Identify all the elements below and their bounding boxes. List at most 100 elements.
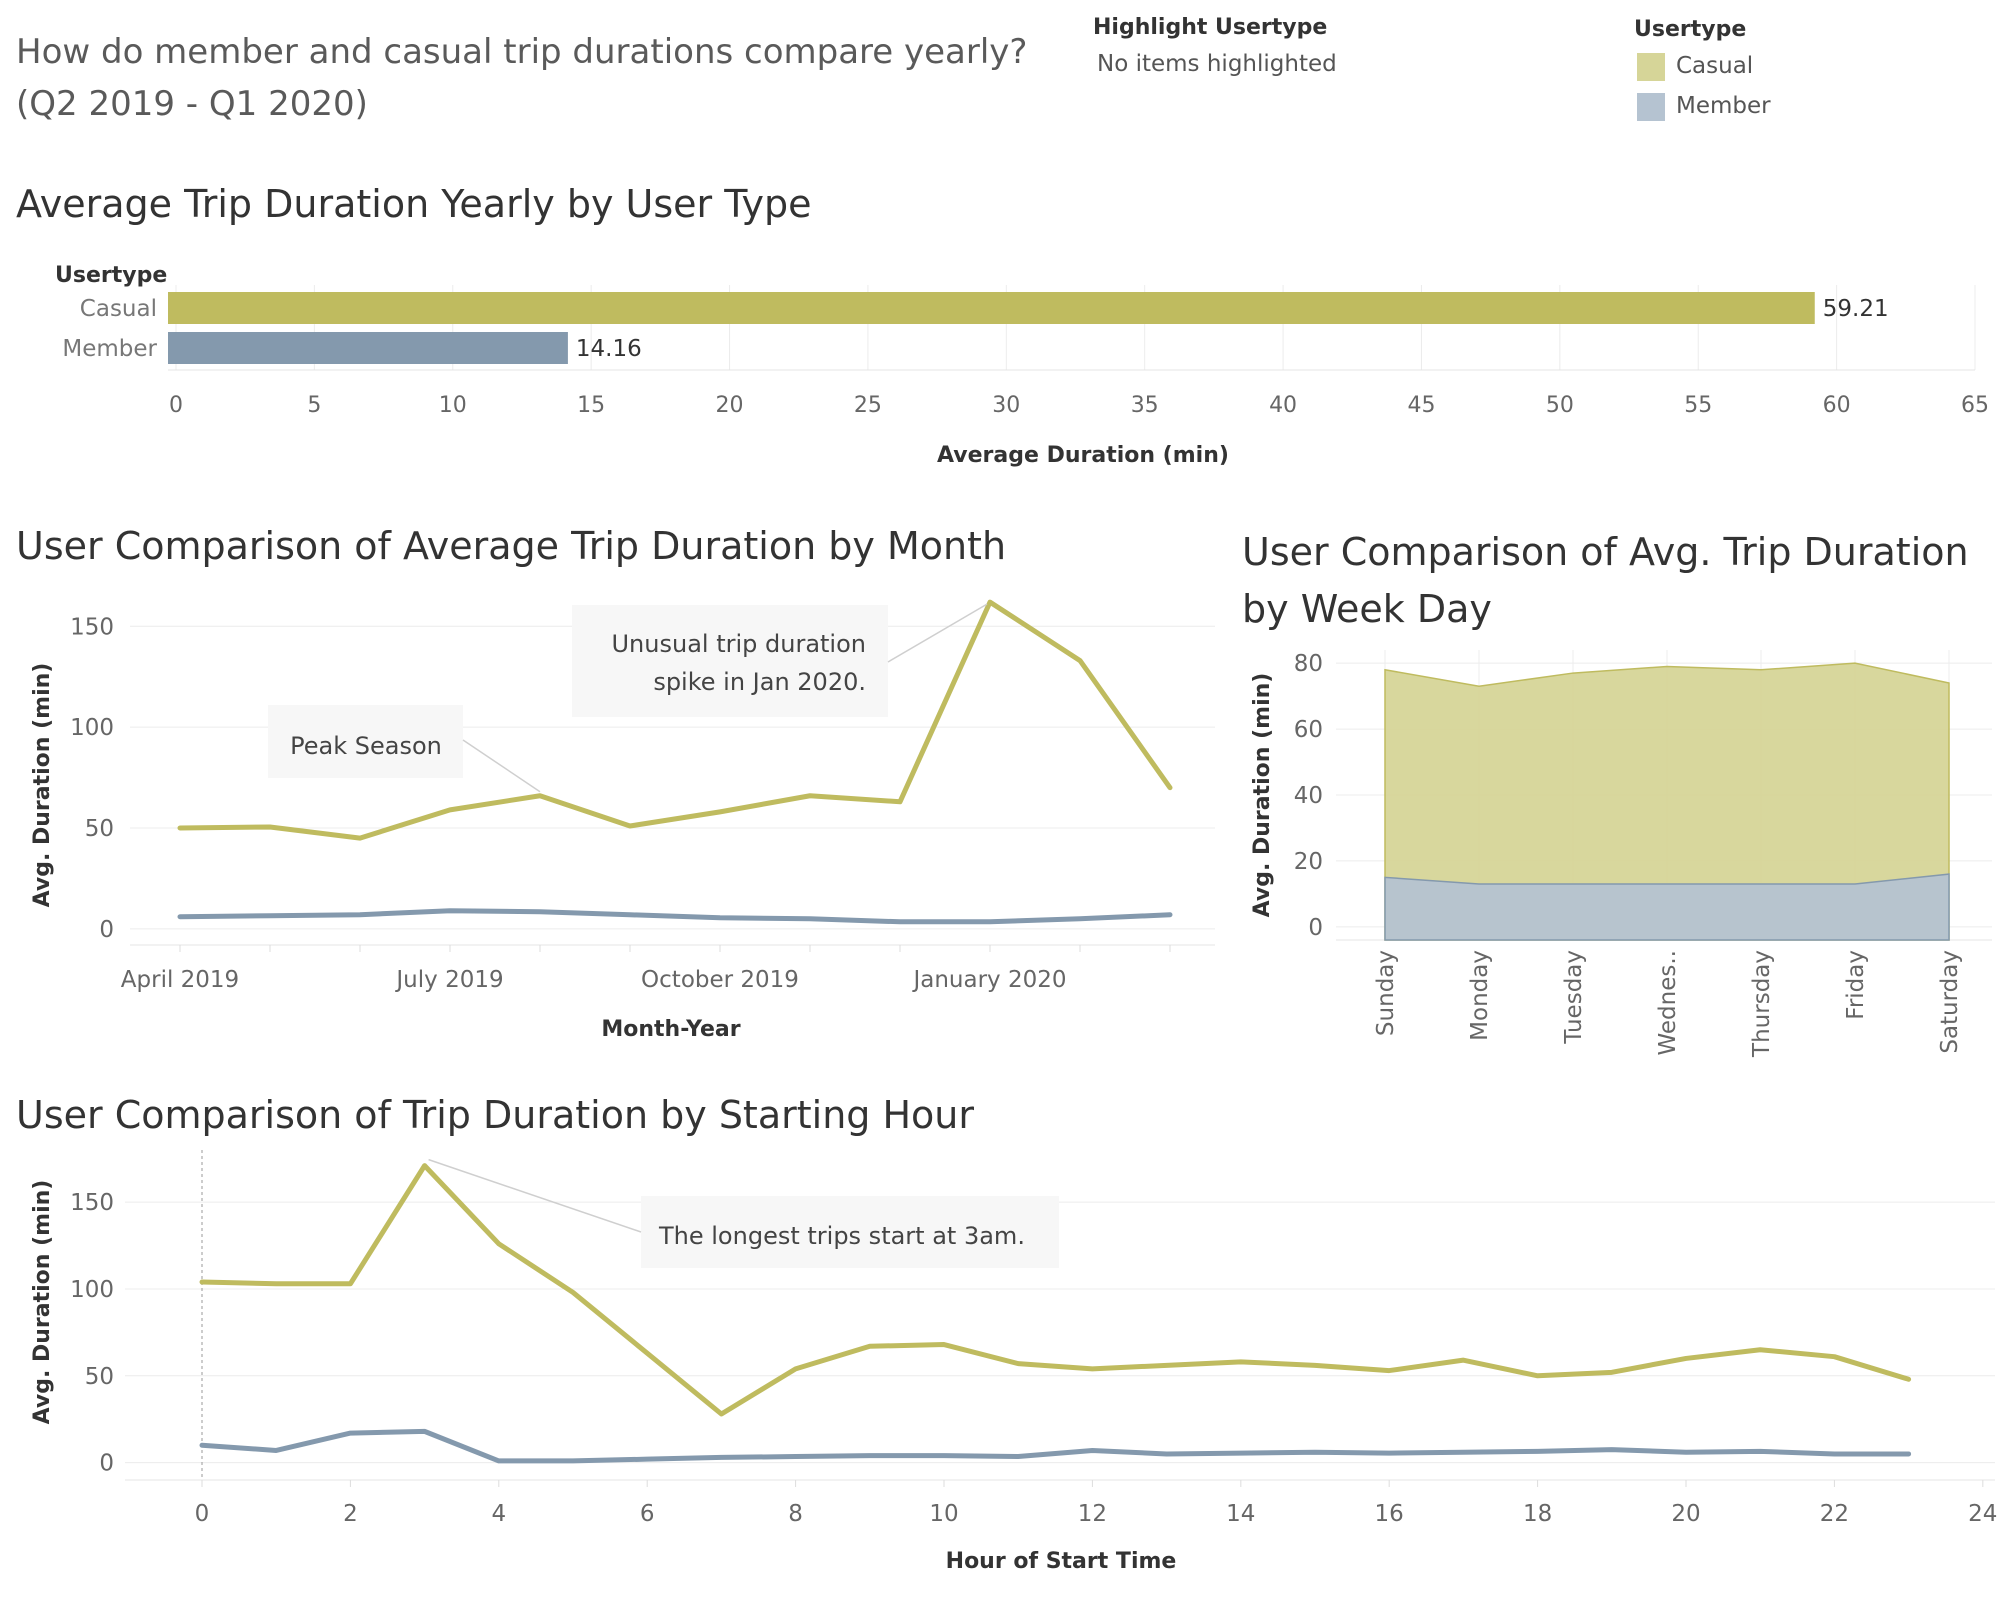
week-area-casual <box>1384 662 1950 941</box>
bar-chart-title: Average Trip Duration Yearly by User Typ… <box>16 182 812 226</box>
bar-casual <box>168 292 1815 324</box>
month-x-tick-label: January 2020 <box>911 967 1066 993</box>
annotation-peak-season: Peak Season <box>290 732 442 760</box>
month-chart-title: User Comparison of Average Trip Duration… <box>16 524 1007 568</box>
weekday-chart-title-line1: User Comparison of Avg. Trip Duration <box>1242 530 1969 574</box>
week-x-tick-label: Sunday <box>1373 950 1399 1036</box>
month-x-tick-label: October 2019 <box>641 967 799 993</box>
legend-title: Usertype <box>1634 17 1747 42</box>
annotation-box-spike <box>572 605 888 717</box>
dashboard-title-line1: How do member and casual trip durations … <box>16 32 1028 72</box>
hour-y-tick-label: 100 <box>70 1277 114 1303</box>
bar-x-tick-label: 30 <box>992 393 1020 418</box>
week-x-tick-label: Monday <box>1467 950 1493 1041</box>
hour-y-tick-label: 50 <box>85 1364 114 1390</box>
legend-swatch-casual[interactable] <box>1637 53 1665 81</box>
annotation-spike-line2: spike in Jan 2020. <box>653 668 866 696</box>
week-y-axis-title: Avg. Duration (min) <box>1250 673 1275 918</box>
hour-x-axis-title: Hour of Start Time <box>946 1549 1177 1574</box>
annotation-leader-peak <box>462 739 541 793</box>
bar-x-tick-label: 0 <box>169 393 183 418</box>
month-y-tick-label: 100 <box>70 715 114 741</box>
hour-x-tick-label: 0 <box>195 1501 210 1527</box>
bar-value-label: 14.16 <box>576 336 642 362</box>
hour-x-tick-label: 4 <box>491 1501 506 1527</box>
bar-x-tick-label: 60 <box>1823 393 1851 418</box>
legend-label-casual[interactable]: Casual <box>1676 53 1754 79</box>
hour-x-tick-label: 16 <box>1375 1501 1404 1527</box>
annotation-spike-line1: Unusual trip duration <box>611 630 866 658</box>
weekday-area-chart: 0 20 40 60 80 Sunday Monday Tuesday Wednes.. Thur… <box>1250 650 1992 1058</box>
weekday-chart-title-line2: by Week Day <box>1242 587 1492 631</box>
hour-y-tick-label: 150 <box>70 1190 114 1216</box>
annotation-box-peak <box>268 705 463 778</box>
bar-x-tick-label: 65 <box>1961 393 1989 418</box>
hour-x-tick-label: 18 <box>1523 1501 1552 1527</box>
bar-chart: 0 5 10 15 20 25 30 35 40 45 50 55 60 65 Usertype Casual… <box>55 263 1989 468</box>
month-x-tick-label: April 2019 <box>121 967 239 993</box>
hour-x-tick-label: 12 <box>1078 1501 1107 1527</box>
week-x-tick-label: Thursday <box>1749 950 1775 1058</box>
week-x-tick-label: Tuesday <box>1561 950 1587 1045</box>
week-y-tick-label: 40 <box>1294 783 1323 809</box>
hour-chart-title: User Comparison of Trip Duration by Star… <box>16 1093 975 1137</box>
bar-x-tick-label: 20 <box>716 393 744 418</box>
month-y-axis-title: Avg. Duration (min) <box>30 663 55 908</box>
hour-line-casual <box>199 1163 1912 1417</box>
highlight-dropdown[interactable]: No items highlighted <box>1097 51 1337 77</box>
bar-member <box>168 332 568 364</box>
bar-x-tick-label: 50 <box>1546 393 1574 418</box>
month-y-tick-label: 0 <box>99 917 114 943</box>
month-line-casual <box>177 599 1173 841</box>
bar-x-axis-title: Average Duration (min) <box>937 443 1229 468</box>
week-y-tick-label: 20 <box>1294 849 1323 875</box>
week-x-tick-label: Friday <box>1843 950 1869 1020</box>
hour-x-tick-label: 20 <box>1671 1501 1700 1527</box>
bar-category-label: Casual <box>80 296 157 322</box>
month-y-tick-label: 150 <box>70 614 114 640</box>
month-x-axis-title: Month-Year <box>601 1017 740 1042</box>
annotation-3am: The longest trips start at 3am. <box>658 1222 1025 1250</box>
dashboard-title-line2: (Q2 2019 - Q1 2020) <box>16 84 368 124</box>
annotation-leader-3am <box>428 1158 642 1233</box>
hour-x-tick-label: 14 <box>1226 1501 1255 1527</box>
hour-y-axis-title: Avg. Duration (min) <box>30 1180 55 1425</box>
dashboard-title: How do member and casual trip durations … <box>16 26 1096 130</box>
hour-x-tick-label: 2 <box>343 1501 358 1527</box>
week-y-tick-label: 0 <box>1308 915 1323 941</box>
bar-x-tick-label: 5 <box>307 393 321 418</box>
hour-y-tick-label: 0 <box>99 1451 114 1477</box>
week-x-tick-label: Wednes.. <box>1655 950 1681 1055</box>
legend-swatch-member[interactable] <box>1637 93 1665 121</box>
week-area-member <box>1384 873 1950 941</box>
week-y-tick-label: 80 <box>1294 651 1323 677</box>
highlight-label: Highlight Usertype <box>1093 15 1328 40</box>
hour-line-member <box>199 1428 1912 1464</box>
legend-label-member[interactable]: Member <box>1676 93 1771 119</box>
week-x-tick-label: Saturday <box>1937 950 1963 1054</box>
bar-x-tick-label: 15 <box>577 393 605 418</box>
bar-x-tick-label: 25 <box>854 393 882 418</box>
annotation-box-3am <box>641 1196 1059 1268</box>
hour-x-tick-label: 24 <box>1968 1501 1997 1527</box>
month-line-chart: 0 50 100 150 April 2019 July 2019 October 2019… <box>30 599 1215 1042</box>
bar-value-label: 59.21 <box>1823 296 1889 322</box>
bar-x-tick-label: 10 <box>439 393 467 418</box>
hour-x-tick-label: 10 <box>929 1501 958 1527</box>
month-x-tick-label: July 2019 <box>394 967 503 993</box>
bar-x-tick-label: 55 <box>1684 393 1712 418</box>
bar-x-tick-label: 40 <box>1269 393 1297 418</box>
annotation-leader-spike <box>887 603 988 663</box>
hour-x-tick-label: 6 <box>640 1501 655 1527</box>
hour-x-tick-label: 22 <box>1820 1501 1849 1527</box>
bar-category-label: Member <box>62 336 157 362</box>
month-y-tick-label: 50 <box>85 816 114 842</box>
bar-x-tick-label: 35 <box>1131 393 1159 418</box>
weekday-chart-title: User Comparison of Avg. Trip Duration by… <box>1242 524 1969 638</box>
hour-x-tick-label: 8 <box>788 1501 803 1527</box>
bar-category-header: Usertype <box>55 263 167 288</box>
week-y-tick-label: 60 <box>1294 717 1323 743</box>
bar-x-tick-label: 45 <box>1407 393 1435 418</box>
month-line-member <box>177 908 1173 925</box>
